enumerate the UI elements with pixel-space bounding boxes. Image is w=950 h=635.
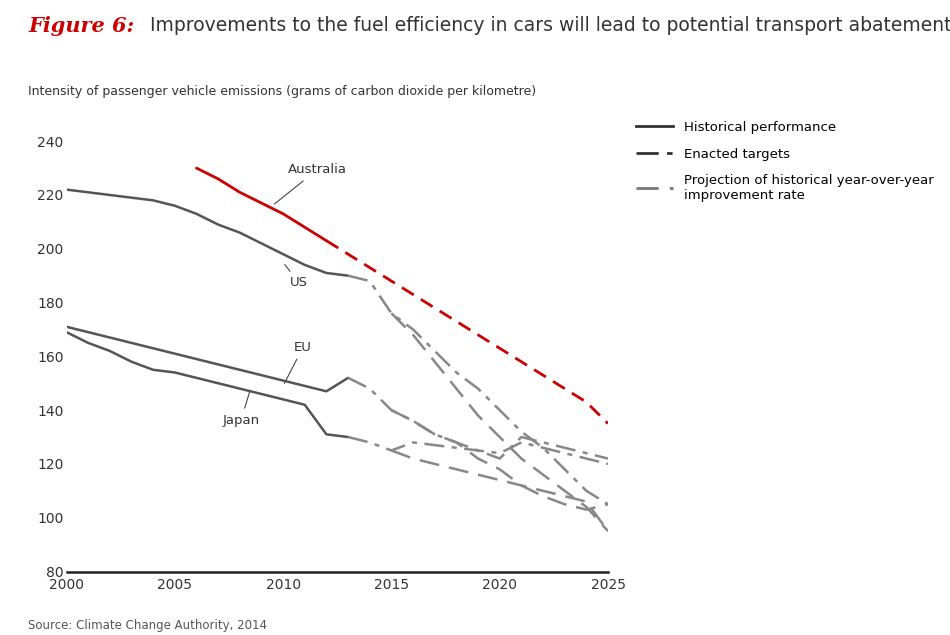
Text: Japan: Japan (222, 391, 259, 427)
Text: Intensity of passenger vehicle emissions (grams of carbon dioxide per kilometre): Intensity of passenger vehicle emissions… (28, 86, 537, 98)
Text: Source: Climate Change Authority, 2014: Source: Climate Change Authority, 2014 (28, 619, 268, 632)
Text: Figure 6:: Figure 6: (28, 16, 135, 36)
Text: Improvements to the fuel efficiency in cars will lead to potential transport aba: Improvements to the fuel efficiency in c… (144, 16, 950, 35)
Text: Australia: Australia (275, 163, 347, 204)
Text: US: US (285, 264, 308, 290)
Legend: Historical performance, Enacted targets, Projection of historical year-over-year: Historical performance, Enacted targets,… (636, 121, 934, 202)
Text: EU: EU (284, 341, 312, 384)
